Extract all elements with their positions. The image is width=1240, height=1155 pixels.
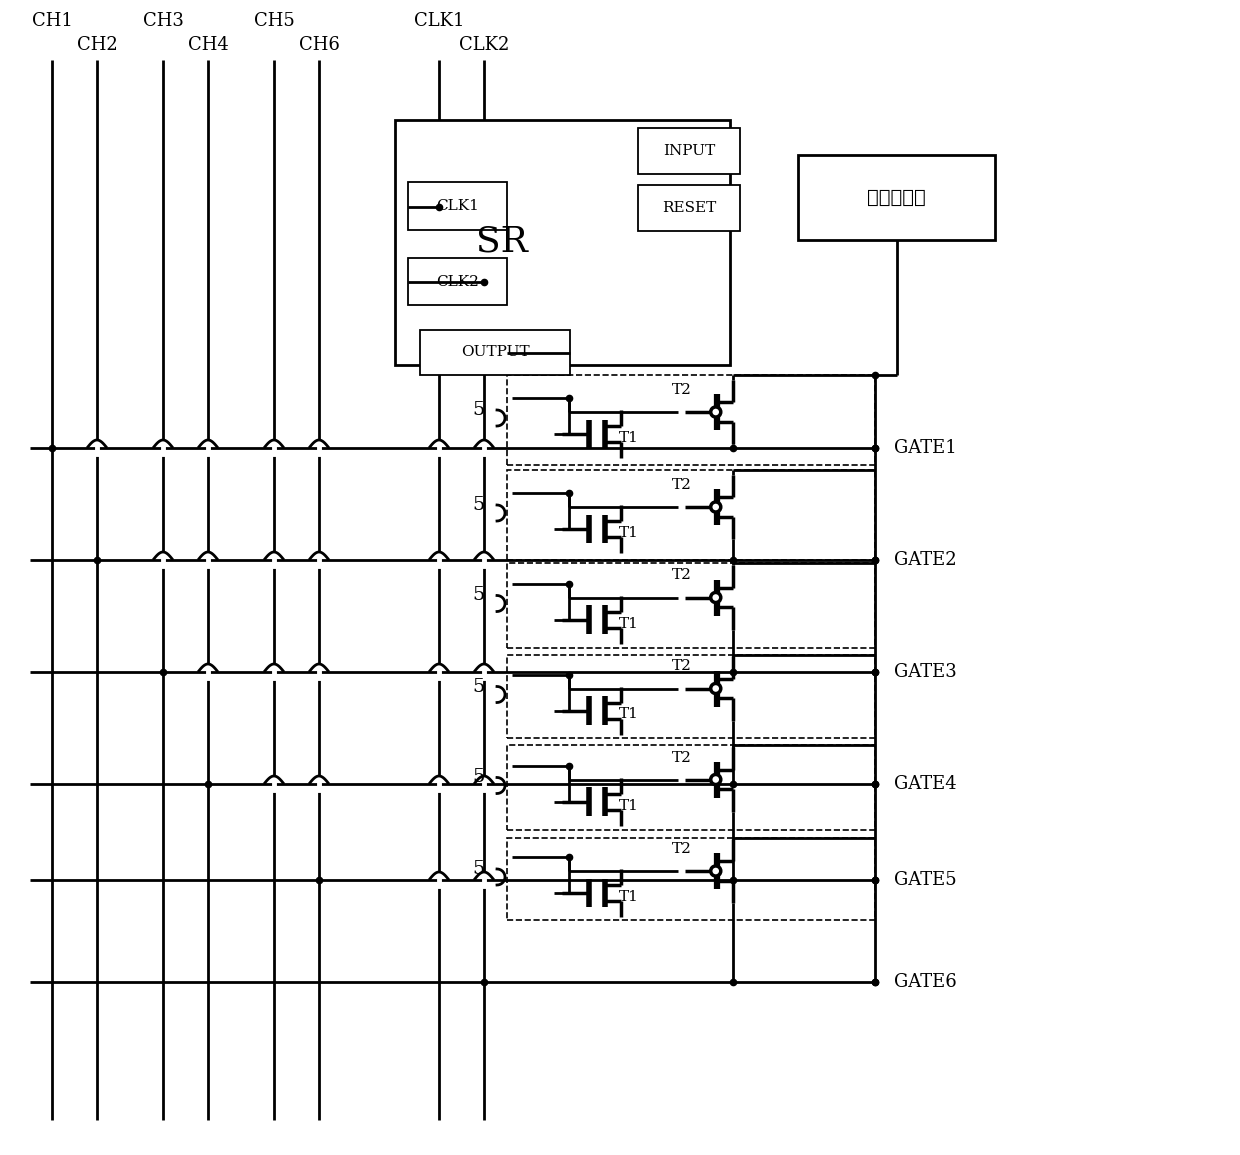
Text: CLK2: CLK2 [436, 275, 479, 289]
Bar [639, 128, 740, 174]
Text: T1: T1 [619, 798, 639, 812]
Text: CLK1: CLK1 [436, 199, 479, 213]
Text: 第一电源端: 第一电源端 [867, 188, 926, 207]
Text: RESET: RESET [662, 201, 717, 215]
Text: 5: 5 [472, 768, 485, 787]
Text: T1: T1 [619, 708, 639, 722]
Text: 5: 5 [472, 587, 485, 604]
Bar [507, 375, 875, 465]
Text: CLK2: CLK2 [459, 36, 510, 54]
Text: GATE6: GATE6 [894, 973, 956, 991]
Bar [420, 330, 570, 375]
Text: OUTPUT: OUTPUT [461, 345, 529, 359]
Text: GATE1: GATE1 [894, 439, 956, 457]
Bar [507, 839, 875, 921]
Text: T2: T2 [672, 568, 692, 582]
Text: 5: 5 [472, 495, 485, 514]
Text: T2: T2 [672, 842, 692, 856]
Text: T1: T1 [619, 891, 639, 904]
Text: T1: T1 [619, 617, 639, 631]
Bar [639, 185, 740, 231]
Bar [408, 182, 507, 230]
Text: INPUT: INPUT [663, 144, 715, 158]
Bar [507, 470, 875, 560]
Text: CH3: CH3 [143, 12, 184, 30]
Text: GATE3: GATE3 [894, 663, 956, 681]
Ellipse shape [711, 684, 720, 693]
Text: GATE4: GATE4 [894, 775, 956, 793]
Bar [396, 120, 730, 365]
Ellipse shape [711, 866, 720, 875]
Text: T1: T1 [619, 526, 639, 541]
Bar [507, 562, 875, 648]
Text: CH1: CH1 [31, 12, 72, 30]
Text: CH5: CH5 [254, 12, 294, 30]
Text: GATE2: GATE2 [894, 551, 956, 569]
Text: T2: T2 [672, 383, 692, 397]
Ellipse shape [711, 775, 720, 784]
Text: T2: T2 [672, 478, 692, 492]
Text: T2: T2 [672, 660, 692, 673]
Text: 5: 5 [472, 678, 485, 695]
Text: CH6: CH6 [299, 36, 340, 54]
Text: GATE5: GATE5 [894, 871, 956, 889]
Text: CH2: CH2 [77, 36, 118, 54]
Text: CLK1: CLK1 [414, 12, 464, 30]
Bar [507, 745, 875, 830]
Text: T2: T2 [672, 751, 692, 765]
Text: 5: 5 [472, 401, 485, 419]
Ellipse shape [711, 407, 720, 417]
Ellipse shape [711, 593, 720, 603]
Text: CH4: CH4 [187, 36, 228, 54]
Text: SR: SR [476, 225, 528, 259]
Ellipse shape [711, 502, 720, 512]
Text: 5: 5 [472, 860, 485, 878]
Bar [507, 655, 875, 738]
Text: T1: T1 [619, 431, 639, 445]
Bar [408, 258, 507, 305]
Bar [799, 155, 994, 240]
